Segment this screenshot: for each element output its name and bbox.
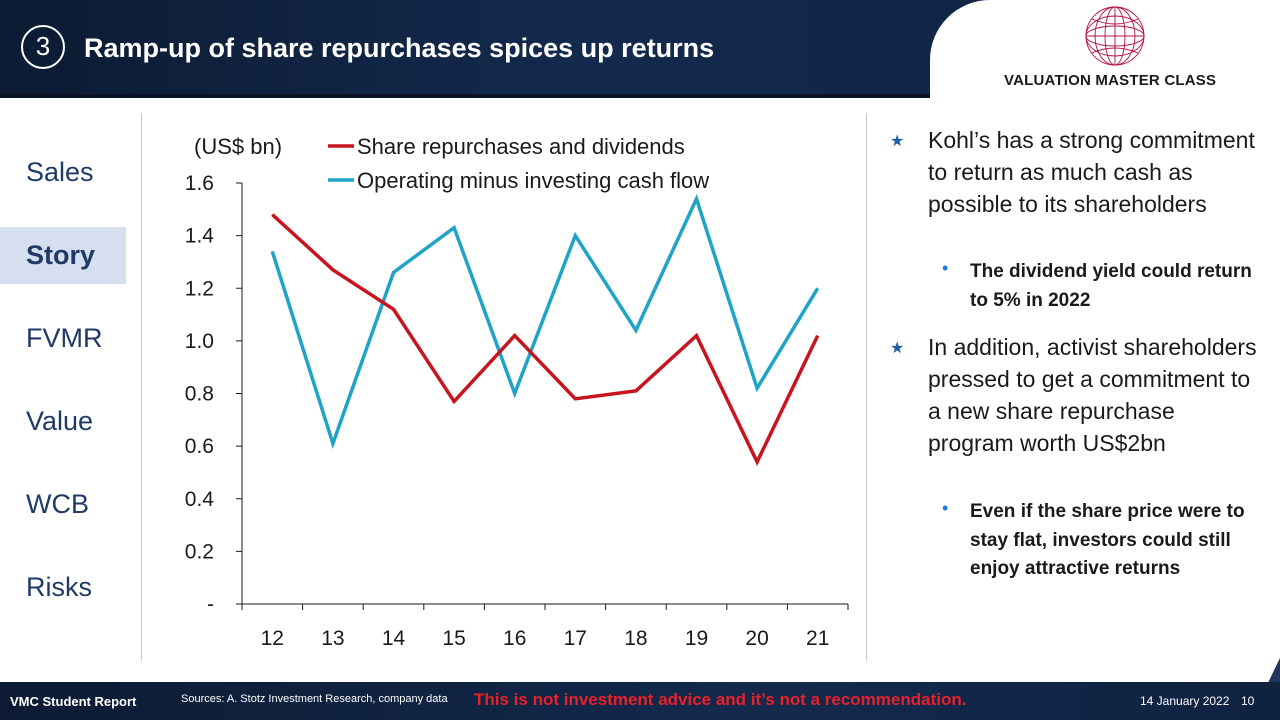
series-line-0: [271, 213, 820, 466]
page-number: 10: [1241, 694, 1255, 708]
y-tick-label: 1.4: [185, 225, 215, 248]
y-tick-label: 1.2: [185, 277, 214, 300]
nav-item-value[interactable]: Value: [26, 406, 94, 436]
series-line-1: [270, 193, 820, 450]
y-axis-label: (US$ bn): [194, 134, 282, 159]
report-date: 14 January 2022: [1140, 694, 1230, 708]
sub-bullet-point: Even if the share price were to stay fla…: [970, 501, 1245, 579]
x-tick-label: 16: [503, 627, 526, 650]
x-tick-label: 12: [261, 627, 284, 650]
x-tick-label: 15: [442, 627, 465, 650]
legend-label: Operating minus investing cash flow: [357, 168, 709, 193]
x-tick-label: 13: [321, 627, 344, 650]
globe-logo-icon: [1085, 6, 1145, 66]
dot-bullet-icon: •: [942, 258, 949, 278]
y-tick-label: 0.2: [185, 540, 214, 563]
chart-left-divider: [141, 113, 142, 661]
chart-series: [270, 193, 820, 466]
nav-item-sales[interactable]: Sales: [26, 157, 94, 187]
x-tick-label: 20: [745, 627, 768, 650]
star-bullet-icon: ★: [890, 340, 905, 357]
sources-note: Sources: A. Stotz Investment Research, c…: [181, 693, 448, 705]
sub-bullet-point: The dividend yield could return to 5% in…: [970, 261, 1252, 311]
legend-label: Share repurchases and dividends: [357, 134, 685, 159]
y-tick-label: 1.6: [185, 172, 214, 195]
footer-bar: VMC Student Report Sources: A. Stotz Inv…: [0, 682, 1280, 720]
line-chart: (US$ bn) Share repurchases and dividends…: [185, 134, 849, 650]
section-number-badge: 3: [21, 25, 65, 69]
disclaimer: This is not investment advice and it’s n…: [474, 690, 967, 709]
x-tick-label: 14: [382, 627, 406, 650]
chart-legend: Share repurchases and dividends Operating…: [328, 134, 709, 193]
x-tick-label: 18: [624, 627, 647, 650]
logo-text: VALUATION MASTER CLASS: [1004, 72, 1217, 89]
y-tick-label: 0.8: [185, 383, 214, 406]
page-title: Ramp-up of share repurchases spices up r…: [84, 33, 715, 63]
x-tick-label: 21: [806, 627, 829, 650]
x-tick-label: 17: [564, 627, 587, 650]
y-tick-label: 0.4: [185, 488, 215, 511]
y-tick-label: 0.6: [185, 435, 214, 458]
dot-bullet-icon: •: [942, 498, 949, 518]
header-divider: [0, 94, 1280, 98]
y-tick-label: -: [207, 593, 214, 616]
nav-item-fvmr[interactable]: FVMR: [26, 323, 103, 353]
nav-item-risks[interactable]: Risks: [26, 572, 92, 602]
nav-item-wcb[interactable]: WCB: [26, 489, 89, 519]
star-bullet-icon: ★: [890, 133, 905, 150]
nav-item-story[interactable]: Story: [0, 227, 126, 284]
logo-panel: [930, 0, 1280, 100]
bullet-point: Kohl’s has a strong commitment to return…: [928, 127, 1255, 217]
chart-axes: - 0.2 0.4 0.6 0.8 1.0 1.2 1.4 1.6 12 13 14 15 16 17 18 1…: [185, 172, 849, 650]
bullet-point: In addition, activist shareholders press…: [928, 334, 1257, 456]
y-tick-label: 1.0: [185, 330, 214, 353]
report-label: VMC Student Report: [10, 694, 137, 709]
x-tick-label: 19: [685, 627, 708, 650]
chart-right-divider: [866, 113, 867, 661]
